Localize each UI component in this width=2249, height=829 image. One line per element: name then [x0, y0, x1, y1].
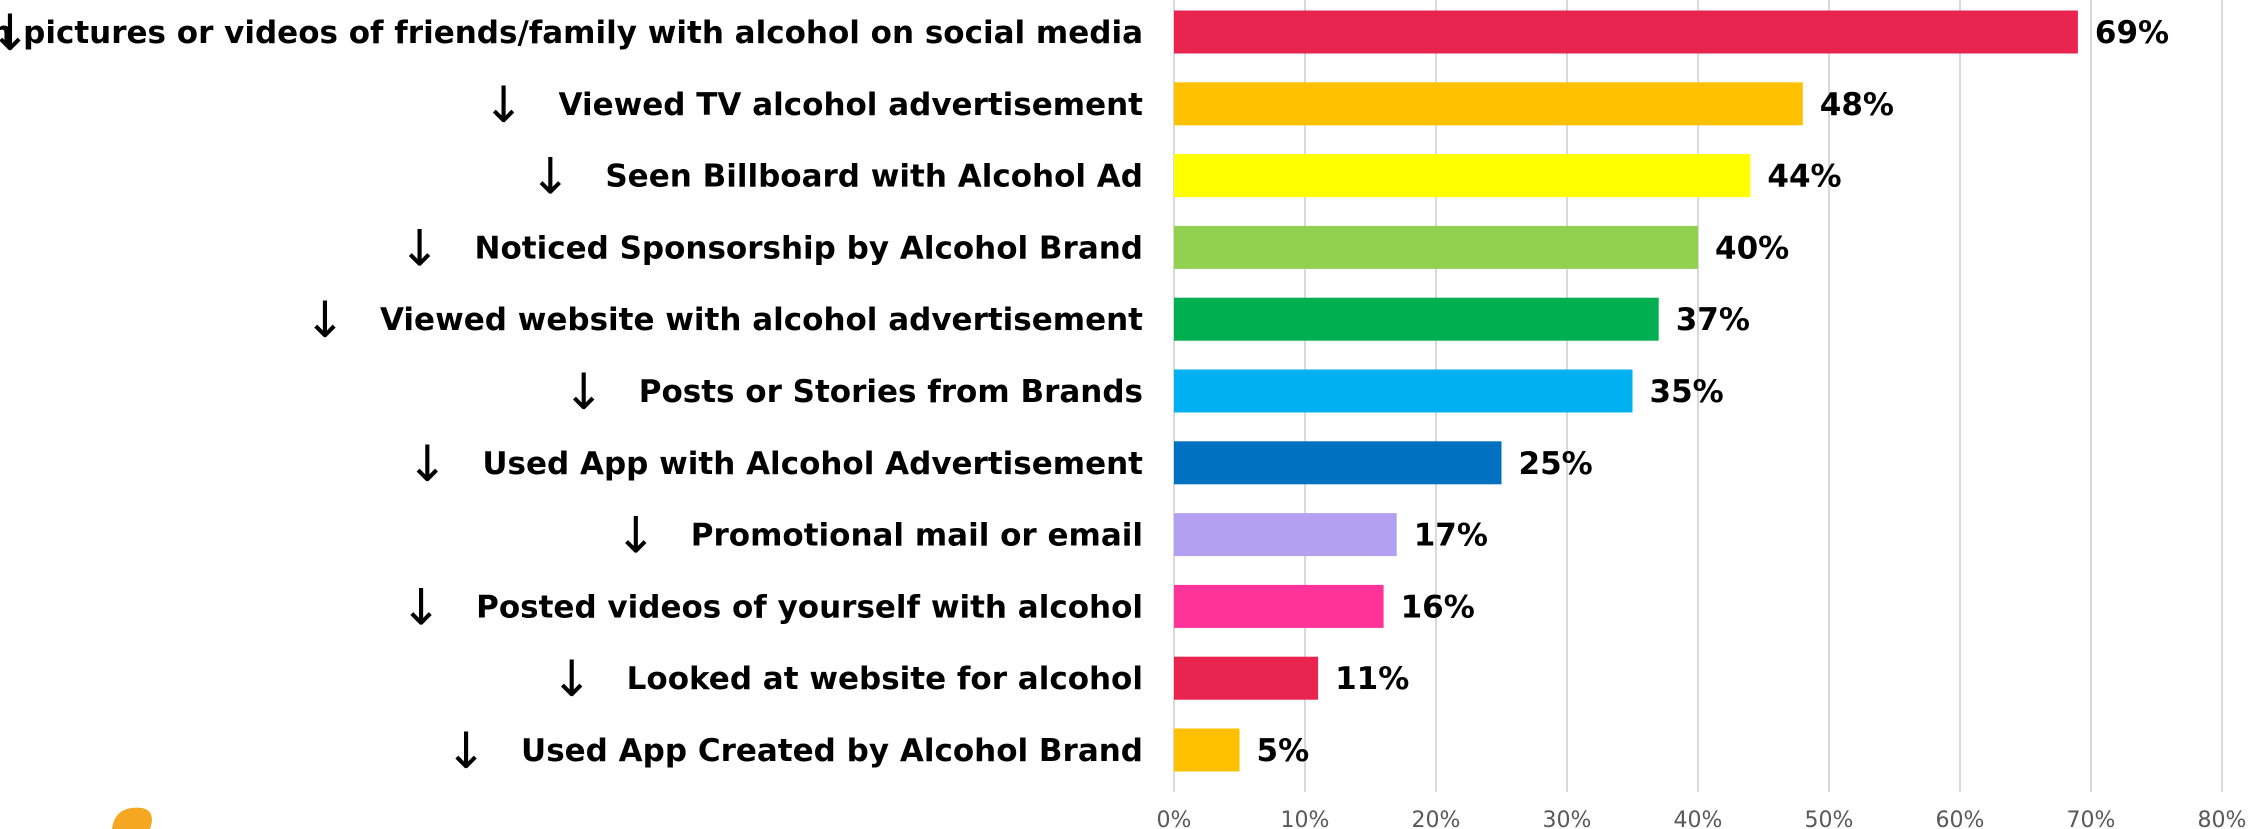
bar: [1174, 584, 1384, 628]
data-label: 11%: [1335, 661, 1409, 697]
category-labels: Seen pictures or videos of friends/famil…: [0, 4, 1143, 780]
decoration: [112, 807, 152, 829]
data-label: 69%: [2095, 15, 2169, 51]
category-label: Posted videos of yourself with alcohol: [476, 589, 1143, 625]
x-tick-label: 10%: [1281, 808, 1330, 829]
down-arrow-icon: ↓: [445, 722, 487, 780]
bar: [1174, 82, 1803, 126]
x-tick-label: 30%: [1543, 808, 1592, 829]
down-arrow-icon: ↓: [400, 578, 442, 636]
x-tick-label: 60%: [1936, 808, 1985, 829]
down-arrow-icon: ↓: [399, 219, 441, 277]
bar: [1174, 656, 1319, 700]
value-labels: 69% 48% 44% 40% 37% 35% 25% 17% 16% 11% 5%: [1257, 15, 2170, 769]
bar: [1174, 154, 1751, 198]
data-label: 17%: [1414, 518, 1488, 554]
data-label: 5%: [1257, 733, 1310, 769]
bar: [1174, 369, 1633, 413]
bar: [1174, 513, 1397, 557]
down-arrow-icon: ↓: [406, 435, 448, 493]
down-arrow-icon: ↓: [304, 291, 346, 349]
down-arrow-icon: ↓: [529, 148, 571, 206]
down-arrow-icon: ↓: [551, 650, 593, 708]
down-arrow-icon: ↓: [483, 76, 525, 134]
logo-blob-icon: [112, 807, 152, 829]
data-label: 40%: [1715, 230, 1789, 266]
bar: [1174, 225, 1698, 269]
x-tick-label: 40%: [1674, 808, 1723, 829]
category-label: Used App with Alcohol Advertisement: [482, 446, 1143, 482]
category-label: Viewed website with alcohol advertisemen…: [380, 302, 1143, 338]
x-tick-label: 70%: [2067, 808, 2116, 829]
category-label: Seen pictures or videos of friends/famil…: [0, 15, 1143, 51]
bar: [1174, 728, 1240, 772]
down-arrow-icon: ↓: [0, 4, 31, 62]
category-label: Noticed Sponsorship by Alcohol Brand: [475, 230, 1143, 266]
data-label: 44%: [1767, 159, 1841, 195]
data-label: 16%: [1401, 589, 1475, 625]
down-arrow-icon: ↓: [615, 507, 657, 565]
category-label: Posts or Stories from Brands: [639, 374, 1143, 410]
x-tick-label: 80%: [2198, 808, 2247, 829]
data-label: 37%: [1676, 302, 1750, 338]
data-label: 35%: [1650, 374, 1724, 410]
category-label: Used App Created by Alcohol Brand: [521, 733, 1143, 769]
category-label: Promotional mail or email: [691, 518, 1143, 554]
category-label: Viewed TV alcohol advertisement: [559, 87, 1144, 123]
bar: [1174, 10, 2078, 54]
data-label: 48%: [1820, 87, 1894, 123]
bar: [1174, 441, 1502, 485]
x-tick-label: 20%: [1412, 808, 1461, 829]
x-axis-ticks: 0% 10% 20% 30% 40% 50% 60% 70% 80%: [1157, 808, 2247, 829]
gridlines: [1173, 0, 2223, 792]
x-tick-label: 50%: [1805, 808, 1854, 829]
down-arrow-icon: ↓: [563, 363, 605, 421]
category-label: Seen Billboard with Alcohol Ad: [605, 159, 1143, 195]
x-tick-label: 0%: [1157, 808, 1192, 829]
category-label: Looked at website for alcohol: [627, 661, 1143, 697]
bar: [1174, 297, 1659, 341]
bars: [1174, 10, 2078, 772]
data-label: 25%: [1519, 446, 1593, 482]
